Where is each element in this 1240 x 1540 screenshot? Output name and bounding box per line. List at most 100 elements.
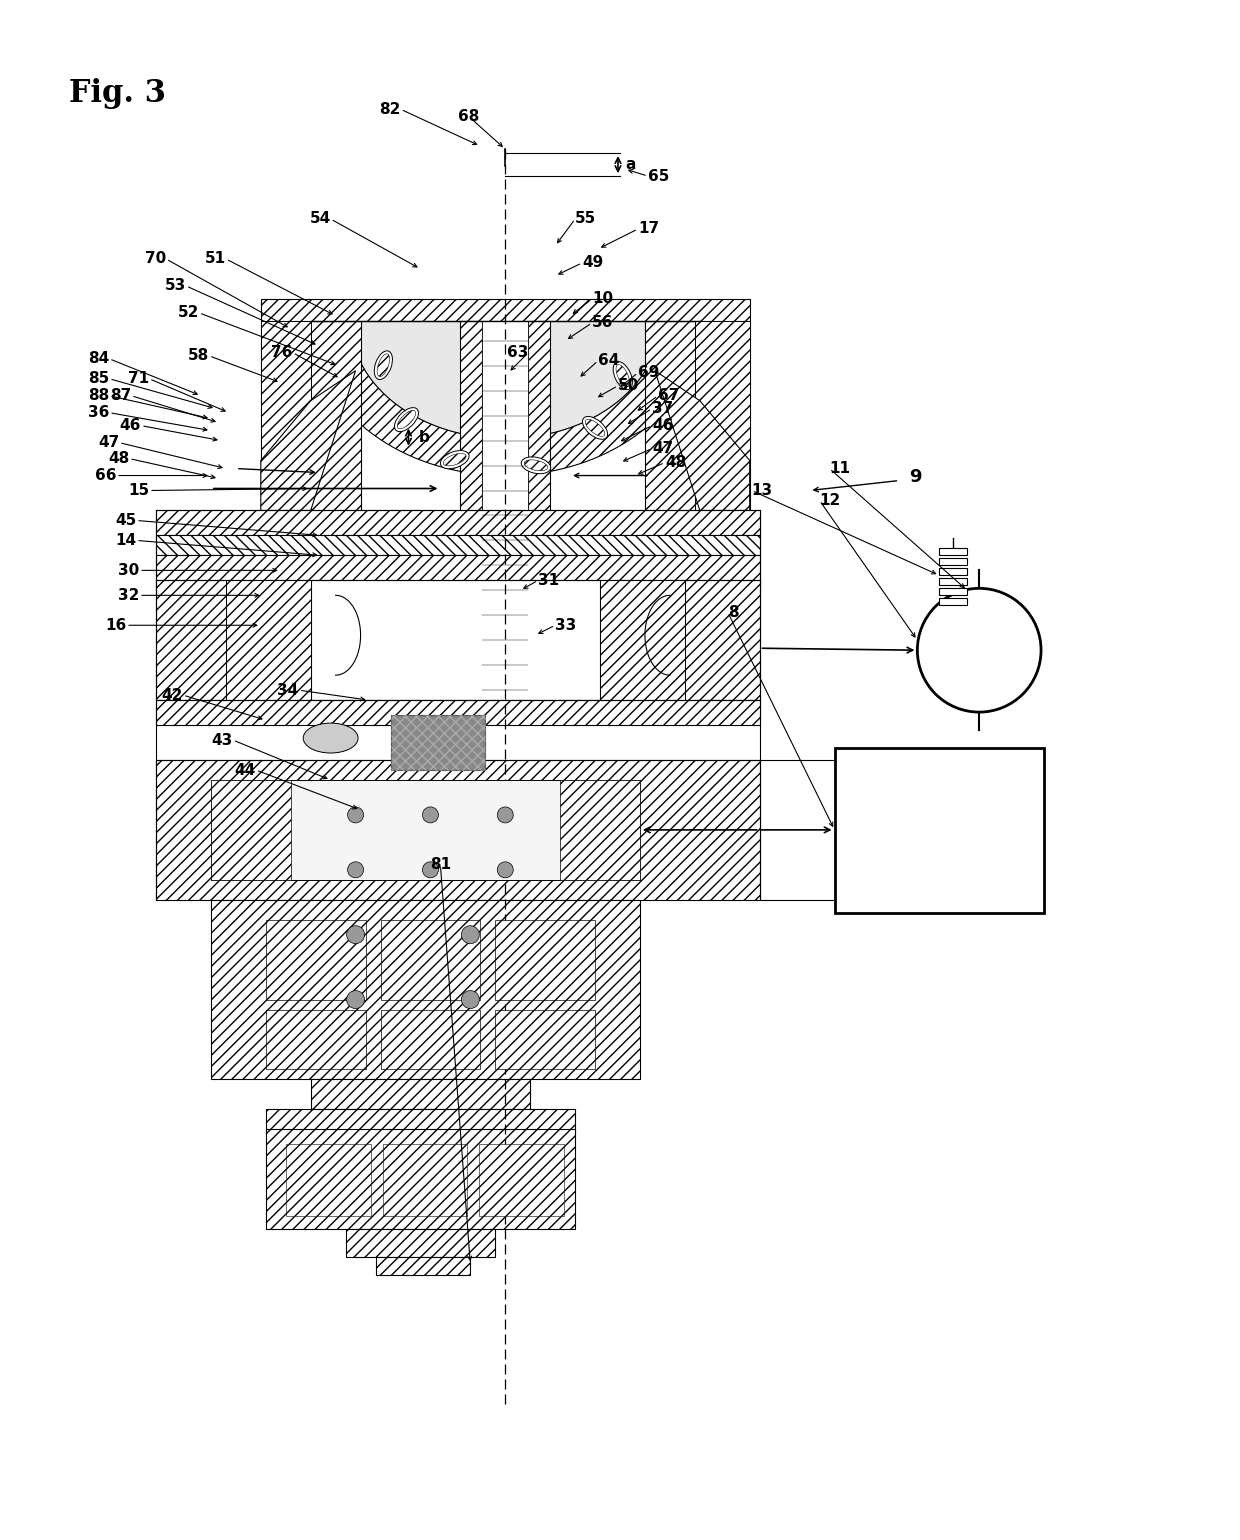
Bar	[939, 579, 967, 585]
Ellipse shape	[585, 419, 605, 436]
Bar	[382, 1144, 467, 1217]
Bar	[600, 581, 684, 701]
Text: 81: 81	[430, 858, 451, 872]
Text: 68: 68	[458, 109, 479, 123]
Text: b: b	[418, 430, 429, 445]
Text: 49: 49	[582, 256, 604, 271]
Bar	[260, 320, 361, 541]
Text: 13: 13	[751, 484, 773, 497]
Bar	[211, 779, 640, 879]
Text: 88: 88	[88, 388, 109, 403]
Text: 34: 34	[278, 682, 299, 698]
Bar	[495, 1010, 595, 1069]
Text: 44: 44	[234, 762, 255, 778]
Bar	[560, 779, 640, 879]
Text: 58: 58	[187, 348, 208, 363]
Circle shape	[461, 926, 480, 944]
Bar	[939, 588, 967, 596]
Bar	[939, 599, 967, 605]
Bar	[694, 320, 750, 510]
Text: 10: 10	[591, 291, 614, 306]
Polygon shape	[260, 371, 356, 510]
Text: 64: 64	[598, 353, 620, 368]
Ellipse shape	[377, 354, 389, 377]
Text: 37: 37	[652, 400, 673, 416]
Text: 55: 55	[575, 211, 596, 226]
Text: 82: 82	[379, 102, 401, 117]
Text: 9: 9	[909, 468, 921, 485]
Text: 36: 36	[88, 405, 109, 420]
Bar	[381, 1010, 480, 1069]
Bar	[156, 556, 760, 590]
Circle shape	[347, 990, 365, 1009]
Ellipse shape	[521, 457, 551, 474]
Bar	[460, 320, 482, 701]
Ellipse shape	[440, 451, 469, 468]
Bar	[495, 919, 595, 999]
Text: 14: 14	[115, 533, 136, 548]
Text: 32: 32	[118, 588, 139, 602]
Circle shape	[347, 862, 363, 878]
Bar	[376, 1257, 470, 1275]
Bar	[265, 1010, 366, 1069]
Text: 65: 65	[649, 168, 670, 183]
Bar	[939, 559, 967, 565]
Circle shape	[497, 862, 513, 878]
Bar	[285, 1144, 371, 1217]
Text: 8: 8	[728, 605, 738, 619]
Bar	[528, 320, 551, 701]
Bar	[156, 536, 760, 556]
Text: 11: 11	[830, 460, 851, 476]
Bar	[311, 1080, 531, 1109]
Text: 66: 66	[94, 468, 117, 484]
Text: a: a	[625, 157, 635, 171]
Polygon shape	[311, 320, 699, 476]
Text: 47: 47	[652, 440, 673, 456]
Circle shape	[497, 807, 513, 822]
Circle shape	[347, 926, 365, 944]
Bar	[156, 581, 311, 701]
Polygon shape	[655, 371, 750, 510]
Ellipse shape	[444, 453, 466, 467]
Text: 54: 54	[310, 211, 331, 226]
Bar	[391, 715, 485, 770]
Bar	[391, 715, 485, 770]
Bar	[156, 510, 760, 536]
Text: 42: 42	[161, 688, 184, 702]
Text: 51: 51	[205, 251, 226, 266]
Ellipse shape	[525, 460, 548, 471]
Ellipse shape	[397, 411, 415, 428]
Text: 48: 48	[665, 454, 686, 470]
Ellipse shape	[304, 724, 358, 753]
Bar	[226, 581, 311, 701]
Text: 46: 46	[652, 419, 673, 433]
Text: 71: 71	[128, 371, 149, 387]
Ellipse shape	[394, 408, 418, 431]
Text: 43: 43	[212, 733, 233, 747]
Bar	[265, 919, 366, 999]
Circle shape	[347, 807, 363, 822]
Bar	[311, 581, 600, 701]
Text: 47: 47	[98, 436, 119, 450]
Bar	[265, 1109, 575, 1135]
Bar	[156, 761, 760, 899]
Bar	[835, 748, 1044, 913]
Text: 69: 69	[637, 365, 660, 380]
Circle shape	[423, 807, 439, 822]
Text: 15: 15	[128, 484, 149, 497]
Bar	[260, 320, 311, 510]
Ellipse shape	[614, 362, 632, 390]
Circle shape	[918, 588, 1042, 711]
Text: 50: 50	[618, 379, 640, 393]
Bar	[482, 320, 528, 701]
Bar	[381, 919, 480, 999]
Text: 87: 87	[110, 388, 131, 403]
Text: 33: 33	[556, 618, 577, 633]
Text: 76: 76	[272, 345, 293, 360]
Text: 16: 16	[105, 618, 126, 633]
Bar	[260, 299, 750, 320]
Bar	[156, 701, 760, 725]
Text: 12: 12	[820, 493, 841, 508]
Text: 52: 52	[177, 305, 198, 320]
Bar	[480, 1144, 564, 1217]
